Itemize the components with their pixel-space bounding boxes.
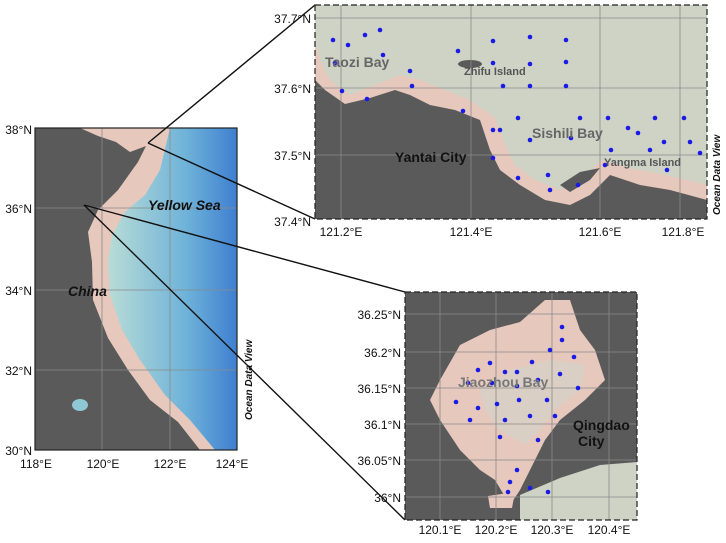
y-tick-label: 37.7°N xyxy=(274,12,311,26)
stations xyxy=(330,27,703,193)
y-tick-label: 36.05°N xyxy=(358,454,402,468)
x-tick-label: 120.3°E xyxy=(531,523,574,537)
y-tick-label: 36°N xyxy=(374,491,401,505)
y-tick-label: 37.5°N xyxy=(274,149,311,163)
stations xyxy=(453,324,581,495)
map-label: Jiaozhou Bay xyxy=(458,374,548,390)
map-label: Sishili Bay xyxy=(532,125,603,141)
watermark: Ocean Data View xyxy=(244,339,255,420)
map-label: Qingdao xyxy=(573,417,630,433)
y-tick-label: 36°N xyxy=(5,202,32,216)
x-tick-label: 120.1°E xyxy=(419,523,462,537)
map-label: Yellow Sea xyxy=(148,197,221,213)
map-label: Zhifu Island xyxy=(464,66,526,78)
y-tick-label: 32°N xyxy=(5,364,32,378)
x-tick-label: 120.4°E xyxy=(588,523,631,537)
x-tick-label: 121.6°E xyxy=(579,225,622,239)
sea xyxy=(108,128,237,450)
x-tick-label: 118°E xyxy=(20,457,52,471)
y-tick-label: 36.15°N xyxy=(358,382,402,396)
x-tick-label: 120.2°E xyxy=(475,523,518,537)
y-tick-label: 30°N xyxy=(5,444,32,458)
y-tick-label: 37.6°N xyxy=(274,82,311,96)
y-tick-label: 37.4°N xyxy=(274,215,311,229)
x-tick-label: 121.8°E xyxy=(662,225,705,239)
watermark: Ocean Data View xyxy=(712,134,723,215)
jiaozhou-map: 36.25°N 36.2°N 36.15°N 36.1°N 36.05°N 36… xyxy=(358,291,638,537)
y-tick-label: 36.25°N xyxy=(358,308,402,322)
yantai-map: 37.7°N 37.6°N 37.5°N 37.4°N 121.2°E 121.… xyxy=(274,4,723,239)
lake xyxy=(72,399,88,411)
y-tick-label: 34°N xyxy=(5,284,32,298)
map-label: Yangma Island xyxy=(604,157,681,169)
map-label: China xyxy=(68,283,107,299)
overview-map: 38°N 36°N 34°N 32°N 30°N 118°E 120°E 122… xyxy=(5,123,255,471)
connectors xyxy=(83,4,406,521)
x-tick-label: 122°E xyxy=(154,457,187,471)
y-tick-label: 38°N xyxy=(5,123,32,137)
map-label: Yantai City xyxy=(395,149,467,165)
x-tick-label: 121.4°E xyxy=(450,225,493,239)
x-tick-label: 120°E xyxy=(87,457,120,471)
y-tick-label: 36.2°N xyxy=(364,346,401,360)
map-label: City xyxy=(578,433,605,449)
y-tick-label: 36.1°N xyxy=(364,418,401,432)
map-label: Taozi Bay xyxy=(325,54,390,70)
x-tick-label: 124°E xyxy=(216,457,249,471)
x-tick-label: 121.2°E xyxy=(320,225,363,239)
